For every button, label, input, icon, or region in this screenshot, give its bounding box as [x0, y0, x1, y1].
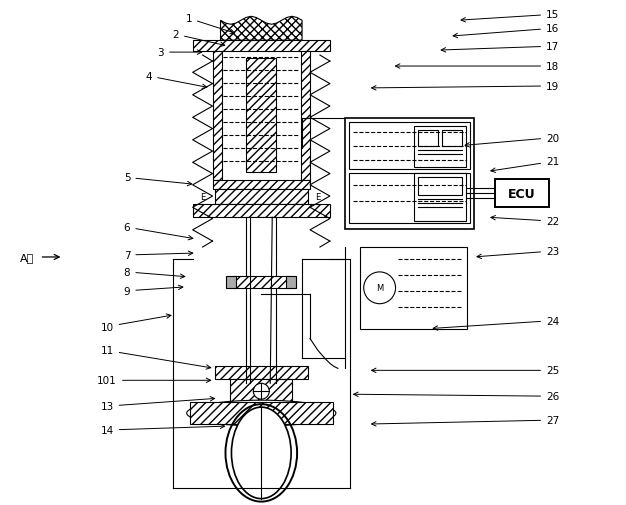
Bar [360, 247, 467, 329]
Bar [215, 190, 308, 205]
Bar [233, 276, 289, 288]
Bar [230, 380, 292, 408]
Bar [495, 180, 549, 208]
Text: 19: 19 [372, 82, 559, 92]
Text: 13: 13 [101, 397, 215, 412]
Bar [239, 418, 249, 427]
Bar [215, 408, 308, 418]
Bar [190, 402, 333, 424]
Bar [349, 123, 470, 170]
Bar [286, 276, 296, 288]
Text: 10: 10 [101, 314, 171, 332]
Text: 6: 6 [124, 223, 193, 240]
Bar [414, 174, 466, 222]
Circle shape [254, 383, 269, 399]
Polygon shape [220, 17, 302, 41]
Text: 26: 26 [354, 391, 559, 401]
Bar [193, 41, 330, 52]
Bar [215, 367, 308, 380]
Bar [345, 119, 474, 230]
Bar [247, 59, 276, 173]
Bar [349, 174, 470, 224]
Text: ECU: ECU [508, 187, 536, 200]
Text: 11: 11 [101, 346, 211, 370]
Text: 9: 9 [124, 286, 183, 296]
Text: M: M [376, 284, 383, 293]
Text: 8: 8 [124, 267, 185, 279]
Text: 22: 22 [491, 216, 559, 227]
Bar [443, 130, 462, 146]
Text: 7: 7 [124, 250, 193, 261]
Text: 3: 3 [158, 48, 202, 58]
Text: A向: A向 [19, 252, 34, 263]
Bar [213, 52, 222, 181]
Text: 18: 18 [396, 62, 559, 72]
Bar [418, 130, 438, 146]
Text: 27: 27 [372, 415, 559, 426]
Text: 15: 15 [461, 10, 559, 23]
Bar [418, 178, 462, 196]
Text: 23: 23 [477, 246, 559, 259]
Text: 24: 24 [433, 316, 559, 331]
Text: 1: 1 [185, 14, 235, 35]
Bar [414, 126, 466, 168]
Bar [193, 205, 330, 218]
Bar [247, 418, 276, 427]
Text: 17: 17 [441, 42, 559, 53]
Bar [247, 218, 276, 383]
Text: 25: 25 [372, 366, 559, 376]
Bar [213, 181, 310, 190]
Ellipse shape [187, 400, 336, 426]
Text: 5: 5 [124, 173, 192, 186]
Text: 21: 21 [491, 157, 559, 173]
Text: 101: 101 [97, 376, 211, 385]
Ellipse shape [232, 408, 291, 498]
Text: 14: 14 [101, 424, 225, 435]
Text: 4: 4 [146, 72, 207, 89]
Text: 20: 20 [465, 133, 559, 148]
Circle shape [364, 272, 396, 304]
Text: E: E [200, 192, 205, 201]
Text: 16: 16 [453, 24, 559, 39]
Bar [274, 418, 284, 427]
Text: E: E [316, 192, 321, 201]
Bar [301, 52, 310, 181]
Text: 2: 2 [172, 30, 225, 47]
Bar [227, 276, 237, 288]
